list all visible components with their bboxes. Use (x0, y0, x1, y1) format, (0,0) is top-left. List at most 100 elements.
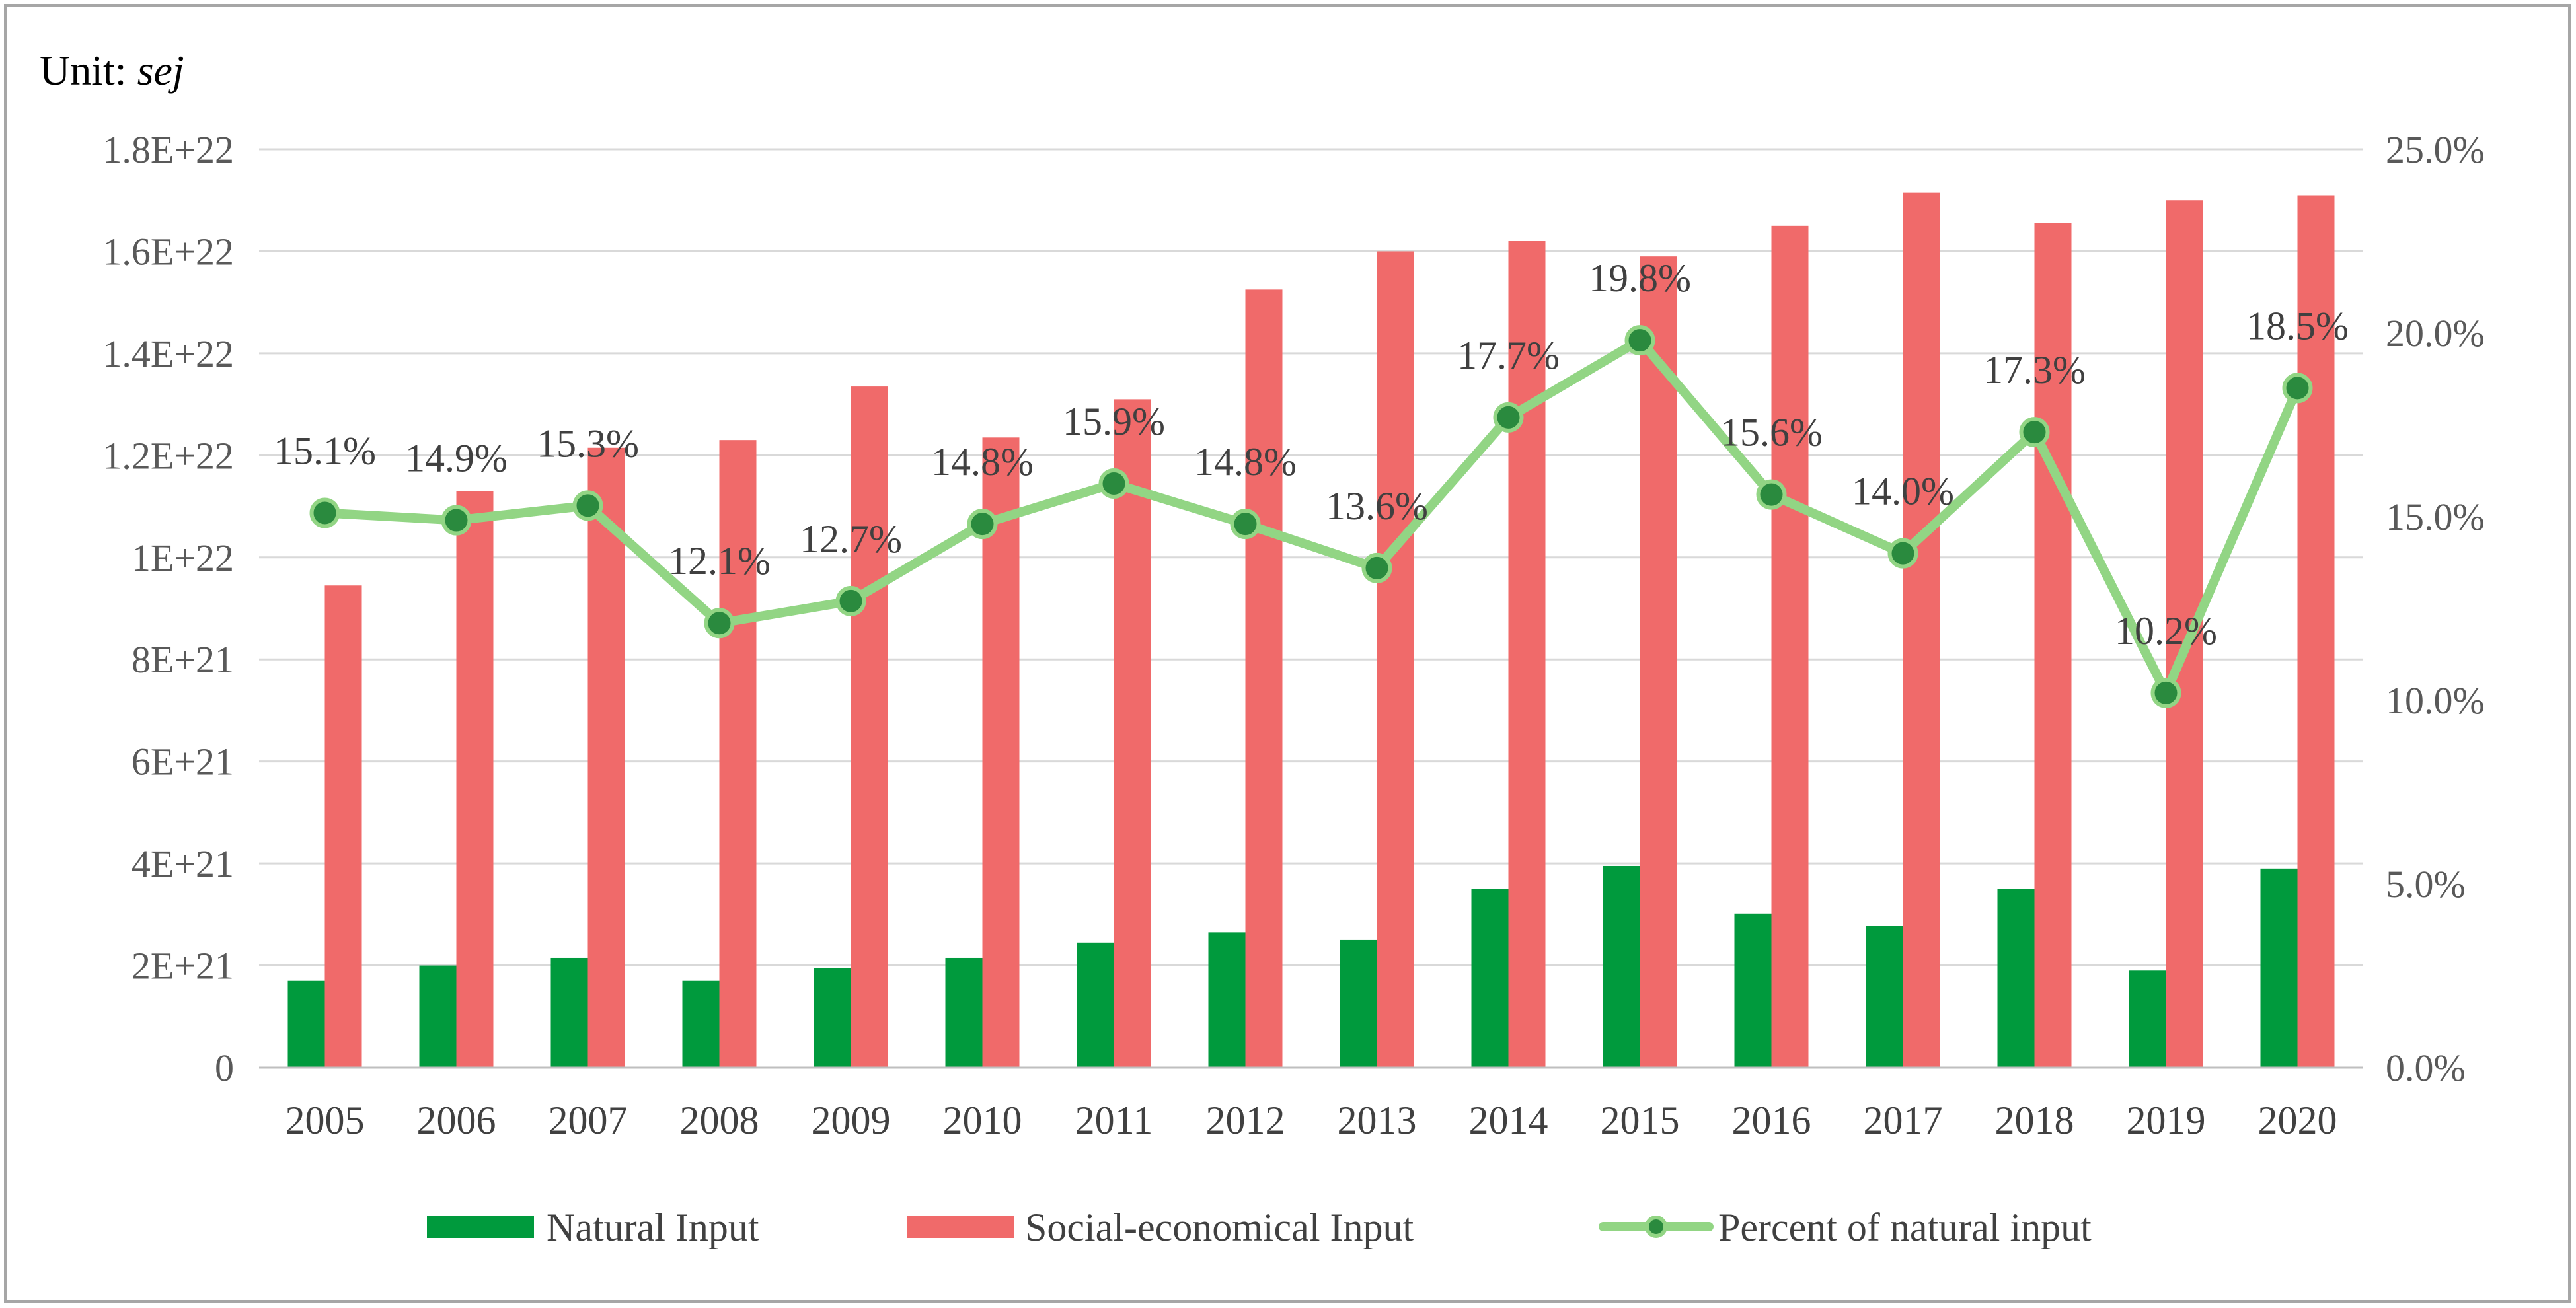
percent-line (320, 336, 2302, 698)
percent-marker (967, 509, 998, 540)
legend: Natural Input Social-economical Input Pe… (427, 1206, 2092, 1249)
natural-input-bar (550, 957, 588, 1068)
x-axis-category-label: 2008 (680, 1099, 759, 1142)
social-economical-input-bar (2034, 223, 2072, 1068)
percent-marker (1624, 325, 1655, 356)
natural-input-bar (419, 965, 457, 1068)
x-axis-category-label: 2015 (1601, 1099, 1680, 1142)
right-axis-tick-label: 20.0% (2386, 312, 2485, 355)
natural-input-bar (1077, 942, 1114, 1068)
social-economical-input-bar (1903, 192, 1940, 1068)
percent-data-label: 13.6% (1326, 484, 1428, 528)
x-axis-category-label: 2018 (1995, 1099, 2074, 1142)
natural-input-bar (1340, 939, 1377, 1068)
left-axis-tick-label: 1.2E+22 (102, 434, 234, 477)
percent-data-label: 14.8% (931, 440, 1034, 484)
natural-input-bar (1734, 913, 1772, 1068)
right-axis-tick-label: 10.0% (2386, 679, 2485, 722)
legend-swatch-social-economical-input (907, 1216, 1014, 1238)
percent-marker (1230, 509, 1261, 540)
percent-marker (1493, 402, 1524, 433)
social-economical-input-bar (1771, 225, 1809, 1068)
left-axis-tick-label: 1E+22 (132, 536, 234, 579)
legend-label-natural-input: Natural Input (547, 1206, 759, 1249)
percent-line-series (309, 325, 2313, 708)
natural-input-bar (1866, 926, 1903, 1068)
natural-input-bar (1471, 889, 1509, 1068)
natural-input-bar (2129, 970, 2166, 1068)
percent-marker (441, 505, 472, 536)
right-axis-tick-label: 25.0% (2386, 128, 2485, 171)
natural-input-bar (814, 968, 851, 1068)
social-economical-input-bar (1114, 399, 1151, 1068)
percent-data-label: 15.1% (274, 429, 376, 472)
social-economical-input-bar (851, 386, 888, 1068)
percent-data-label: 14.0% (1852, 470, 1954, 513)
left-axis-tick-label: 6E+21 (132, 741, 234, 783)
legend-swatch-percent-marker (1645, 1216, 1667, 1238)
percent-data-label: 15.6% (1720, 411, 1823, 454)
social-economical-input-bar (2297, 195, 2335, 1068)
natural-input-bar (287, 980, 325, 1068)
unit-label-unit: sej (137, 47, 184, 94)
right-axis-tick-label: 5.0% (2386, 863, 2466, 906)
percent-data-label: 18.5% (2246, 304, 2349, 347)
left-axis-tick-label: 4E+21 (132, 842, 234, 885)
x-axis-category-label: 2011 (1075, 1099, 1153, 1142)
emergy-input-chart: 0 2E+21 4E+21 6E+21 8E+21 1E+22 1.2E+22 1.4E+22… (40, 47, 2485, 1249)
x-axis-category-label: 2017 (1864, 1099, 1943, 1142)
natural-input-bar (1208, 932, 1246, 1068)
percent-marker (2150, 677, 2181, 708)
unit-label: Unit: sej (40, 47, 184, 94)
right-axis-tick-label: 15.0% (2386, 495, 2485, 538)
social-economical-input-bar (719, 440, 757, 1068)
percent-data-label: 15.3% (537, 421, 639, 465)
percent-marker (2282, 373, 2313, 404)
percent-marker (1887, 538, 1918, 569)
x-axis-category-label: 2005 (285, 1099, 365, 1142)
right-axis-tick-label: 0.0% (2386, 1046, 2466, 1089)
x-axis-category-label: 2016 (1732, 1099, 1811, 1142)
percent-data-label: 10.2% (2115, 609, 2217, 653)
left-axis-tick-label: 1.8E+22 (102, 128, 234, 171)
x-axis-category-label: 2012 (1206, 1099, 1285, 1142)
percent-marker (572, 490, 603, 521)
natural-input-bar (1603, 865, 1640, 1068)
x-axis-category-label: 2014 (1469, 1099, 1548, 1142)
social-economical-input-bar (1640, 256, 1677, 1068)
percent-data-label: 12.7% (800, 517, 902, 561)
legend-label-percent-of-natural-input: Percent of natural input (1718, 1206, 2092, 1249)
percent-marker (1361, 552, 1392, 583)
bar-series (287, 192, 2335, 1068)
chart-frame: 0 2E+21 4E+21 6E+21 8E+21 1E+22 1.2E+22 1.4E+22… (4, 4, 2571, 1303)
percent-marker (704, 608, 735, 639)
natural-input-bar (682, 980, 720, 1068)
data-labels: 15.1% 14.9% 15.3% 12.1% 12.7% 14.8% 15.9% 14.8%… (274, 256, 2349, 653)
x-axis-category-label: 2019 (2127, 1099, 2206, 1142)
percent-marker (1098, 468, 1129, 499)
social-economical-input-bar (1508, 241, 1546, 1068)
axes: 0 2E+21 4E+21 6E+21 8E+21 1E+22 1.2E+22 1.4E+22… (102, 128, 2484, 1142)
natural-input-bar (1997, 889, 2035, 1068)
x-axis-category-label: 2020 (2258, 1099, 2337, 1142)
x-axis-category-label: 2009 (812, 1099, 891, 1142)
x-axis-category-label: 2007 (549, 1099, 628, 1142)
left-axis-tick-label: 0 (215, 1046, 234, 1089)
percent-data-label: 12.1% (668, 539, 771, 583)
percent-marker (835, 585, 866, 616)
percent-marker (1756, 479, 1787, 510)
left-axis-tick-label: 8E+21 (132, 638, 234, 681)
natural-input-bar (2260, 868, 2298, 1068)
social-economical-input-bar (324, 585, 362, 1068)
percent-data-label: 15.9% (1063, 400, 1165, 443)
percent-marker (309, 497, 340, 528)
social-economical-input-bar (1245, 289, 1283, 1068)
natural-input-bar (945, 957, 983, 1068)
percent-marker (2019, 417, 2050, 448)
percent-data-label: 17.3% (1983, 348, 2086, 392)
social-economical-input-bar (1377, 251, 1414, 1068)
percent-data-label: 19.8% (1589, 256, 1691, 300)
unit-label-prefix: Unit: (40, 47, 137, 94)
social-economical-input-bar (982, 437, 1020, 1068)
percent-data-label: 14.9% (405, 437, 508, 480)
